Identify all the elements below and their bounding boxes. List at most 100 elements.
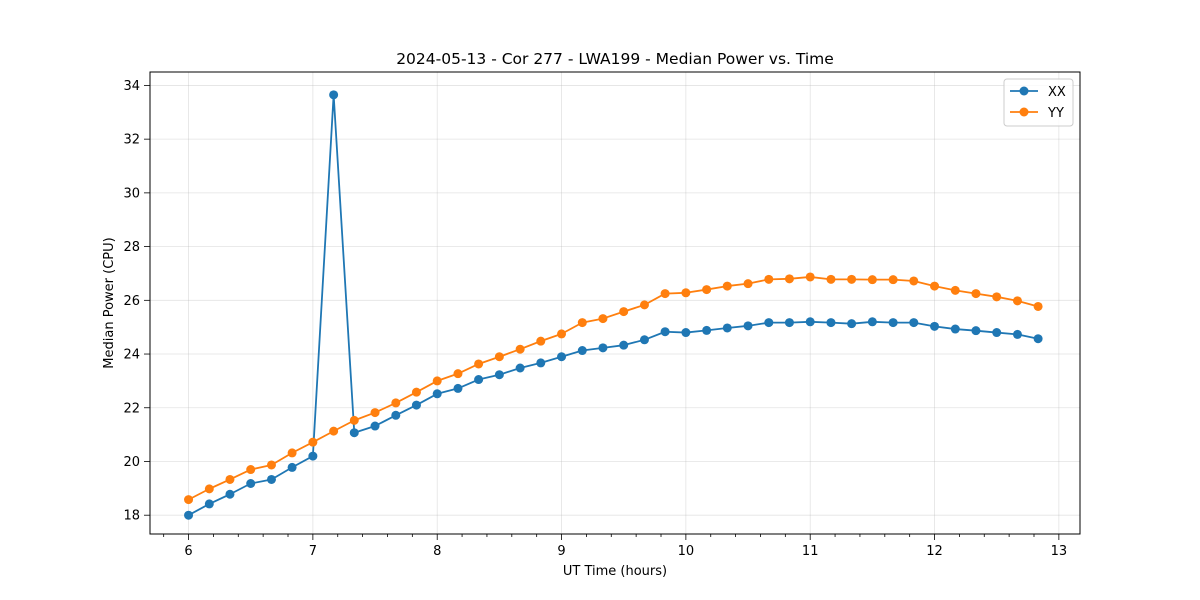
data-point-yy [598, 314, 608, 324]
data-point-xx [391, 410, 401, 420]
x-axis-title: UT Time (hours) [563, 564, 667, 579]
data-point-xx [204, 499, 214, 509]
data-point-xx [639, 335, 649, 345]
data-point-yy [204, 484, 214, 494]
data-point-xx [950, 324, 960, 334]
x-tick-label: 6 [184, 544, 192, 559]
data-point-xx [453, 383, 463, 393]
data-point-xx [764, 318, 774, 328]
data-point-xx [474, 375, 484, 385]
data-point-yy [971, 289, 981, 299]
y-tick-label: 18 [123, 509, 140, 524]
data-point-yy [453, 369, 463, 379]
data-point-yy [805, 272, 815, 282]
series-layer [184, 90, 1043, 520]
data-point-xx [349, 428, 359, 438]
data-point-yy [287, 448, 297, 458]
data-point-yy [391, 398, 401, 408]
data-point-xx [702, 325, 712, 335]
legend-label-xx: XX [1048, 85, 1066, 100]
y-tick-label: 22 [123, 401, 140, 416]
data-point-yy [225, 474, 235, 484]
data-point-xx [515, 363, 525, 373]
data-point-xx [784, 318, 794, 328]
data-point-yy [329, 426, 339, 436]
legend-marker-xx [1019, 86, 1029, 96]
data-point-yy [681, 288, 691, 298]
data-point-xx [930, 321, 940, 331]
data-point-xx [329, 90, 339, 100]
x-tick-label: 13 [1051, 544, 1068, 559]
data-point-xx [432, 389, 442, 399]
data-point-xx [494, 370, 504, 380]
x-tick-label: 11 [802, 544, 819, 559]
plot-frame [149, 71, 1081, 535]
data-point-yy [577, 318, 587, 328]
data-point-xx [992, 328, 1002, 338]
data-point-xx [246, 479, 256, 489]
legend-label-yy: YY [1047, 106, 1064, 121]
series-xx [184, 90, 1043, 520]
data-point-xx [308, 451, 318, 461]
data-point-yy [536, 336, 546, 346]
data-point-xx [557, 352, 567, 362]
data-point-yy [888, 275, 898, 285]
data-point-xx [598, 343, 608, 353]
data-point-xx [184, 510, 194, 520]
data-point-yy [867, 275, 877, 285]
data-point-yy [930, 281, 940, 291]
y-tick-label: 20 [123, 455, 140, 470]
data-point-yy [1012, 296, 1022, 306]
data-point-xx [536, 358, 546, 368]
data-point-yy [847, 274, 857, 284]
data-point-yy [557, 329, 567, 339]
data-point-yy [722, 281, 732, 291]
data-point-xx [1012, 329, 1022, 339]
x-tick-label: 10 [678, 544, 695, 559]
x-tick-label: 8 [433, 544, 441, 559]
x-tick-label: 7 [309, 544, 317, 559]
data-point-yy [619, 307, 629, 317]
grid [150, 72, 1080, 534]
x-tick-label: 9 [557, 544, 565, 559]
data-point-xx [1033, 334, 1043, 344]
data-point-yy [474, 359, 484, 369]
y-axis: 18 20 22 24 26 28 30 32 34 [123, 79, 150, 524]
data-point-xx [681, 328, 691, 338]
y-tick-label: 30 [123, 186, 140, 201]
data-point-yy [909, 276, 919, 286]
data-point-xx [660, 327, 670, 337]
y-axis-title: Median Power (CPU) [102, 237, 117, 368]
data-point-yy [743, 279, 753, 289]
data-point-yy [266, 460, 276, 470]
data-point-yy [349, 415, 359, 425]
y-tick-label: 24 [123, 348, 140, 363]
data-point-xx [971, 326, 981, 336]
x-tick-label: 12 [926, 544, 943, 559]
data-point-yy [950, 285, 960, 295]
data-point-xx [743, 321, 753, 331]
data-point-yy [370, 408, 380, 418]
data-point-yy [702, 285, 712, 295]
data-point-yy [411, 387, 421, 397]
data-point-yy [784, 274, 794, 284]
data-point-xx [826, 318, 836, 328]
y-tick-label: 26 [123, 294, 140, 309]
data-point-xx [287, 462, 297, 472]
chart-title: 2024-05-13 - Cor 277 - LWA199 - Median P… [396, 50, 834, 68]
data-point-xx [411, 400, 421, 410]
data-point-xx [225, 489, 235, 499]
data-point-yy [432, 376, 442, 386]
data-point-yy [992, 292, 1002, 302]
data-point-xx [722, 323, 732, 333]
data-point-yy [184, 495, 194, 505]
series-yy [184, 272, 1043, 505]
data-point-xx [847, 319, 857, 329]
y-tick-label: 34 [123, 79, 140, 94]
data-point-yy [246, 465, 256, 475]
data-point-yy [1033, 301, 1043, 311]
data-point-xx [370, 421, 380, 431]
y-tick-label: 32 [123, 133, 140, 148]
